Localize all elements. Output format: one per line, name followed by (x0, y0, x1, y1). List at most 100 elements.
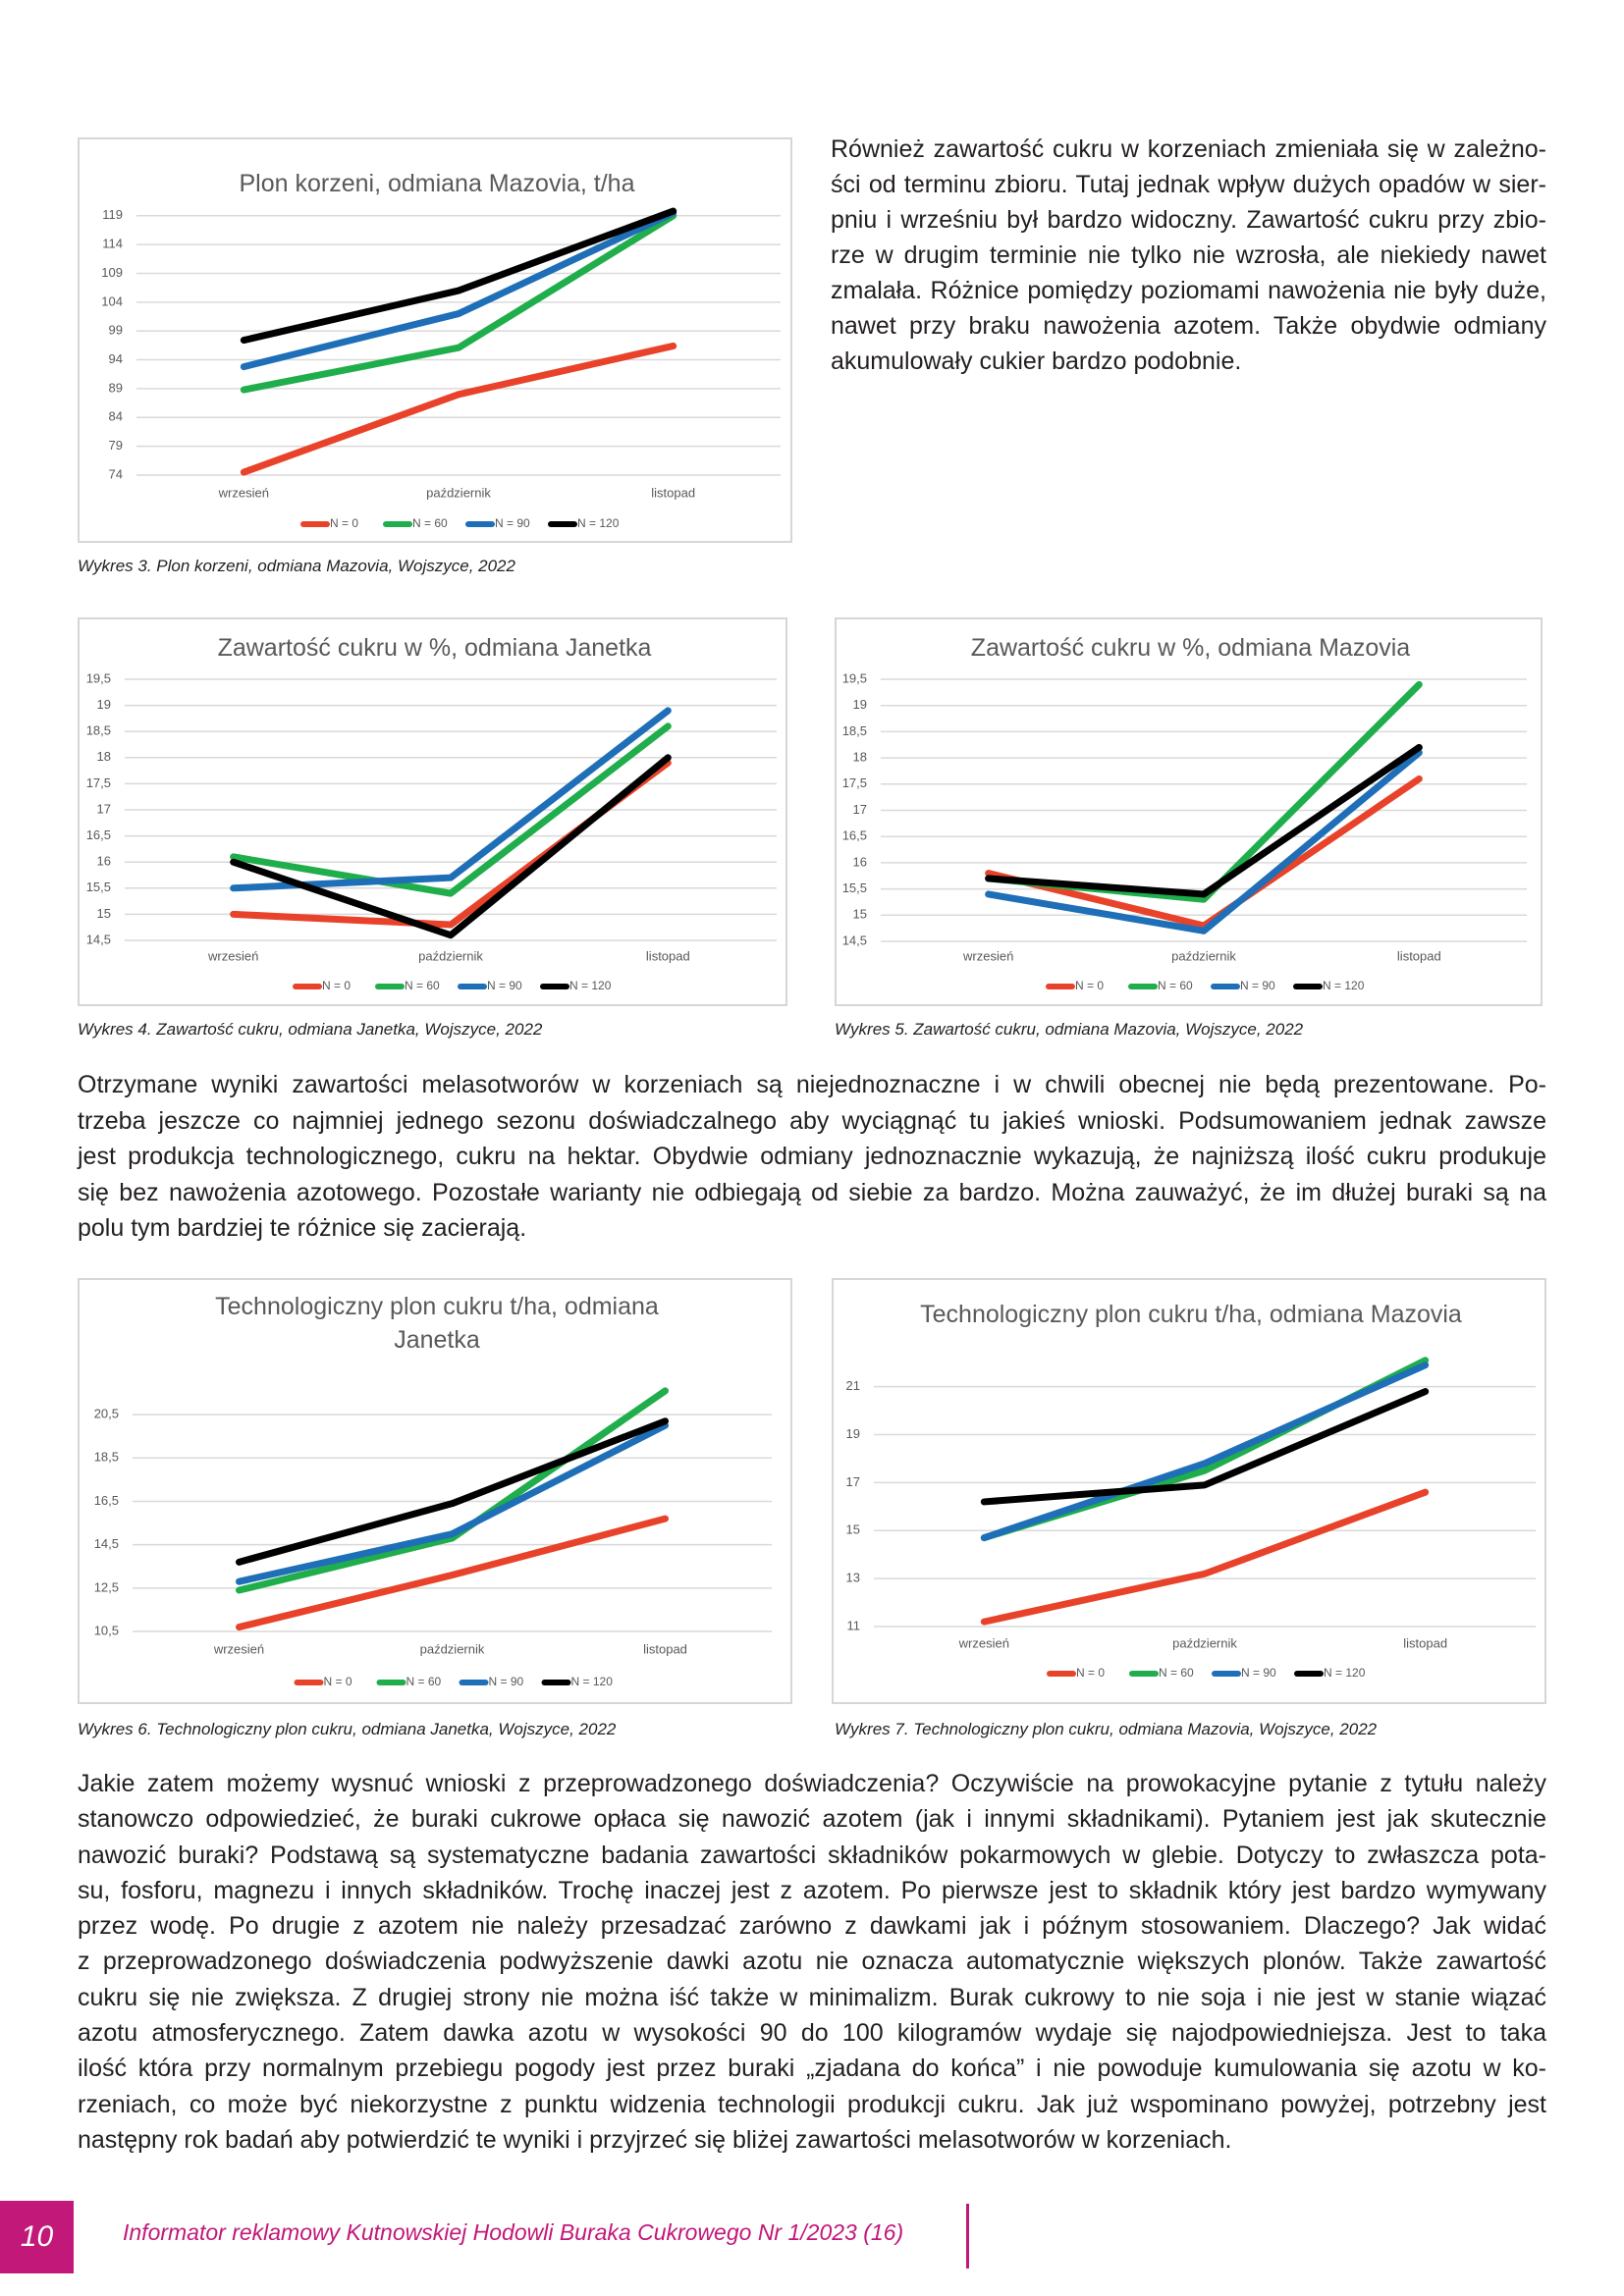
y-tick-label: 14,5 (842, 933, 867, 947)
y-tick-label: 99 (109, 323, 123, 338)
y-tick-label: 15 (853, 907, 867, 922)
text-line: jest produkcja technologicznego, cukru n… (78, 1143, 1546, 1170)
caption: Wykres 3. Plon korzeni, odmiana Mazovia,… (78, 557, 515, 575)
chart-plot: 74 79 84 89 94 99 104 109 114 119 wrzesień paździer… (101, 207, 781, 530)
text-line: nawozić buraki? Podstawą są systematyczn… (78, 1841, 1546, 1869)
paragraph: Jakie zatem możemy wysnuć wnioski z prze… (78, 1766, 1546, 2158)
y-tick-label: 14,5 (86, 932, 111, 946)
caption: Wykres 4. Zawartość cukru, odmiana Janet… (78, 1020, 543, 1039)
series-line (230, 759, 672, 929)
y-tick-label: 114 (102, 237, 123, 251)
text-line: polu tym bardziej te różnice się zaciera… (78, 1214, 527, 1242)
text-line: z przeprowadzonego doświadczenia podwyżs… (78, 1948, 1546, 1976)
legend-label: N = 0 (1076, 1666, 1105, 1680)
text-line: ilość która przy normalnym przebiegu pog… (78, 2055, 1546, 2083)
series-line (240, 207, 677, 345)
y-tick-label: 10,5 (94, 1623, 119, 1637)
y-tick-label: 12,5 (94, 1579, 119, 1594)
text-line: następny rok badań aby potwierdzić te wy… (78, 2125, 1232, 2154)
y-tick-label: 15 (97, 906, 111, 921)
x-tick-label: wrzesień (213, 1641, 264, 1656)
y-tick-label: 79 (109, 438, 123, 453)
series-line (985, 774, 1423, 930)
y-tick-label: 18,5 (86, 723, 111, 738)
text-line: rze w drugim terminie nie tylko nie wzro… (831, 241, 1546, 269)
chart-title: Zawartość cukru w %, odmiana Janetka (217, 634, 652, 662)
y-tick-label: 17 (846, 1474, 860, 1489)
legend-label: N = 60 (405, 979, 440, 992)
series-line (236, 1421, 669, 1585)
legend-label: N = 90 (487, 979, 522, 992)
y-tick-label: 19,5 (842, 670, 867, 685)
y-tick-label: 17,5 (86, 775, 111, 790)
legend-label: N = 90 (489, 1675, 524, 1688)
x-tick-label: październik (420, 1641, 485, 1656)
y-tick-label: 16 (97, 854, 111, 869)
legend-label: N = 0 (324, 1675, 352, 1688)
y-tick-label: 11 (847, 1618, 861, 1632)
x-tick-label: listopad (1397, 948, 1441, 963)
x-tick-label: październik (426, 485, 491, 500)
text-line: akumulowały cukier bardzo podobnie. (831, 347, 1242, 375)
y-tick-label: 16,5 (94, 1493, 119, 1508)
y-tick-label: 94 (109, 351, 123, 366)
y-tick-label: 15 (846, 1522, 860, 1537)
legend-label: N = 0 (322, 979, 351, 992)
text-line: su, fosforu, magnezu i innych składników… (78, 1876, 1546, 1904)
x-tick-label: listopad (646, 948, 690, 963)
text-line: zmalała. Różnice pomiędzy poziomami nawo… (831, 277, 1546, 304)
series-line (985, 749, 1423, 934)
text-line: Otrzymane wyniki zawartości melasotworów… (78, 1071, 1546, 1098)
legend-label: N = 60 (412, 516, 448, 530)
legend-label: N = 120 (569, 979, 612, 992)
x-tick-label: listopad (1403, 1635, 1447, 1650)
text-line: nawet przy braku nawożenia azotem. Także… (831, 312, 1546, 340)
y-tick-label: 17,5 (842, 775, 867, 790)
chart-plot: 10,5 12,5 14,5 16,5 18,5 20,5 wrzesień paździer… (94, 1387, 772, 1688)
y-tick-label: 15,5 (86, 880, 111, 894)
y-tick-label: 20,5 (94, 1407, 119, 1421)
text-line: azotu atmosferycznego. Zatem dawka azotu… (78, 2019, 1546, 2048)
x-tick-label: wrzesień (958, 1635, 1009, 1650)
series-line (236, 1515, 669, 1631)
text-line: rzeniach, co może być niekorzystne z pun… (78, 2090, 1546, 2118)
x-tick-label: wrzesień (962, 948, 1013, 963)
chart: Zawartość cukru w %, odmiana Mazovia 14,5… (835, 617, 1543, 1006)
text-line: stanowczo odpowiedzieć, że buraki cukrow… (78, 1805, 1546, 1834)
chart: Plon korzeni, odmiana Mazovia, t/ha 74 79 8… (78, 137, 792, 543)
y-tick-label: 19,5 (86, 670, 111, 685)
series-line (230, 722, 672, 897)
caption: Wykres 7. Technologiczny plon cukru, odm… (835, 1720, 1378, 1738)
caption: Wykres 5. Zawartość cukru, odmiana Mazov… (835, 1020, 1304, 1039)
series-line (240, 212, 677, 394)
legend-label: N = 0 (1075, 979, 1104, 992)
legend-label: N = 60 (1158, 979, 1193, 992)
y-tick-label: 119 (102, 207, 123, 222)
chart-title: Technologiczny plon cukru t/ha, odmiana … (920, 1301, 1462, 1328)
paragraph: Również zawartość cukru w korzeniach zmi… (831, 132, 1546, 379)
series-line (236, 1387, 669, 1594)
x-tick-label: listopad (643, 1641, 687, 1656)
y-tick-label: 14,5 (94, 1536, 119, 1551)
series-line (980, 1362, 1430, 1542)
x-tick-label: wrzesień (207, 948, 258, 963)
footer-divider (966, 2204, 969, 2269)
text-line: trzeba jeszcze co najmniej jednego sezon… (78, 1106, 1546, 1135)
y-tick-label: 17 (853, 802, 867, 817)
y-tick-label: 16,5 (86, 828, 111, 842)
chart-title: Plon korzeni, odmiana Mazovia, t/ha (239, 170, 635, 197)
y-tick-label: 18 (97, 749, 111, 764)
chart-title: Technologiczny plon cukru t/ha, odmiana … (215, 1293, 659, 1354)
legend-label: N = 60 (1159, 1666, 1194, 1680)
series-line (236, 1417, 669, 1566)
legend-label: N = 120 (571, 1675, 614, 1688)
chart-plot: 14,5 15 15,5 16 16,5 17 17,5 18 18,5 19 19,5 wrzesi… (86, 670, 777, 992)
chart: Technologiczny plon cukru t/ha, odmiana … (832, 1278, 1546, 1704)
y-tick-label: 18,5 (94, 1450, 119, 1465)
legend-label: N = 120 (577, 516, 620, 530)
y-tick-label: 21 (846, 1378, 860, 1393)
chart-title: Zawartość cukru w %, odmiana Mazovia (970, 634, 1411, 662)
y-tick-label: 74 (109, 466, 123, 481)
legend-label: N = 90 (495, 516, 530, 530)
